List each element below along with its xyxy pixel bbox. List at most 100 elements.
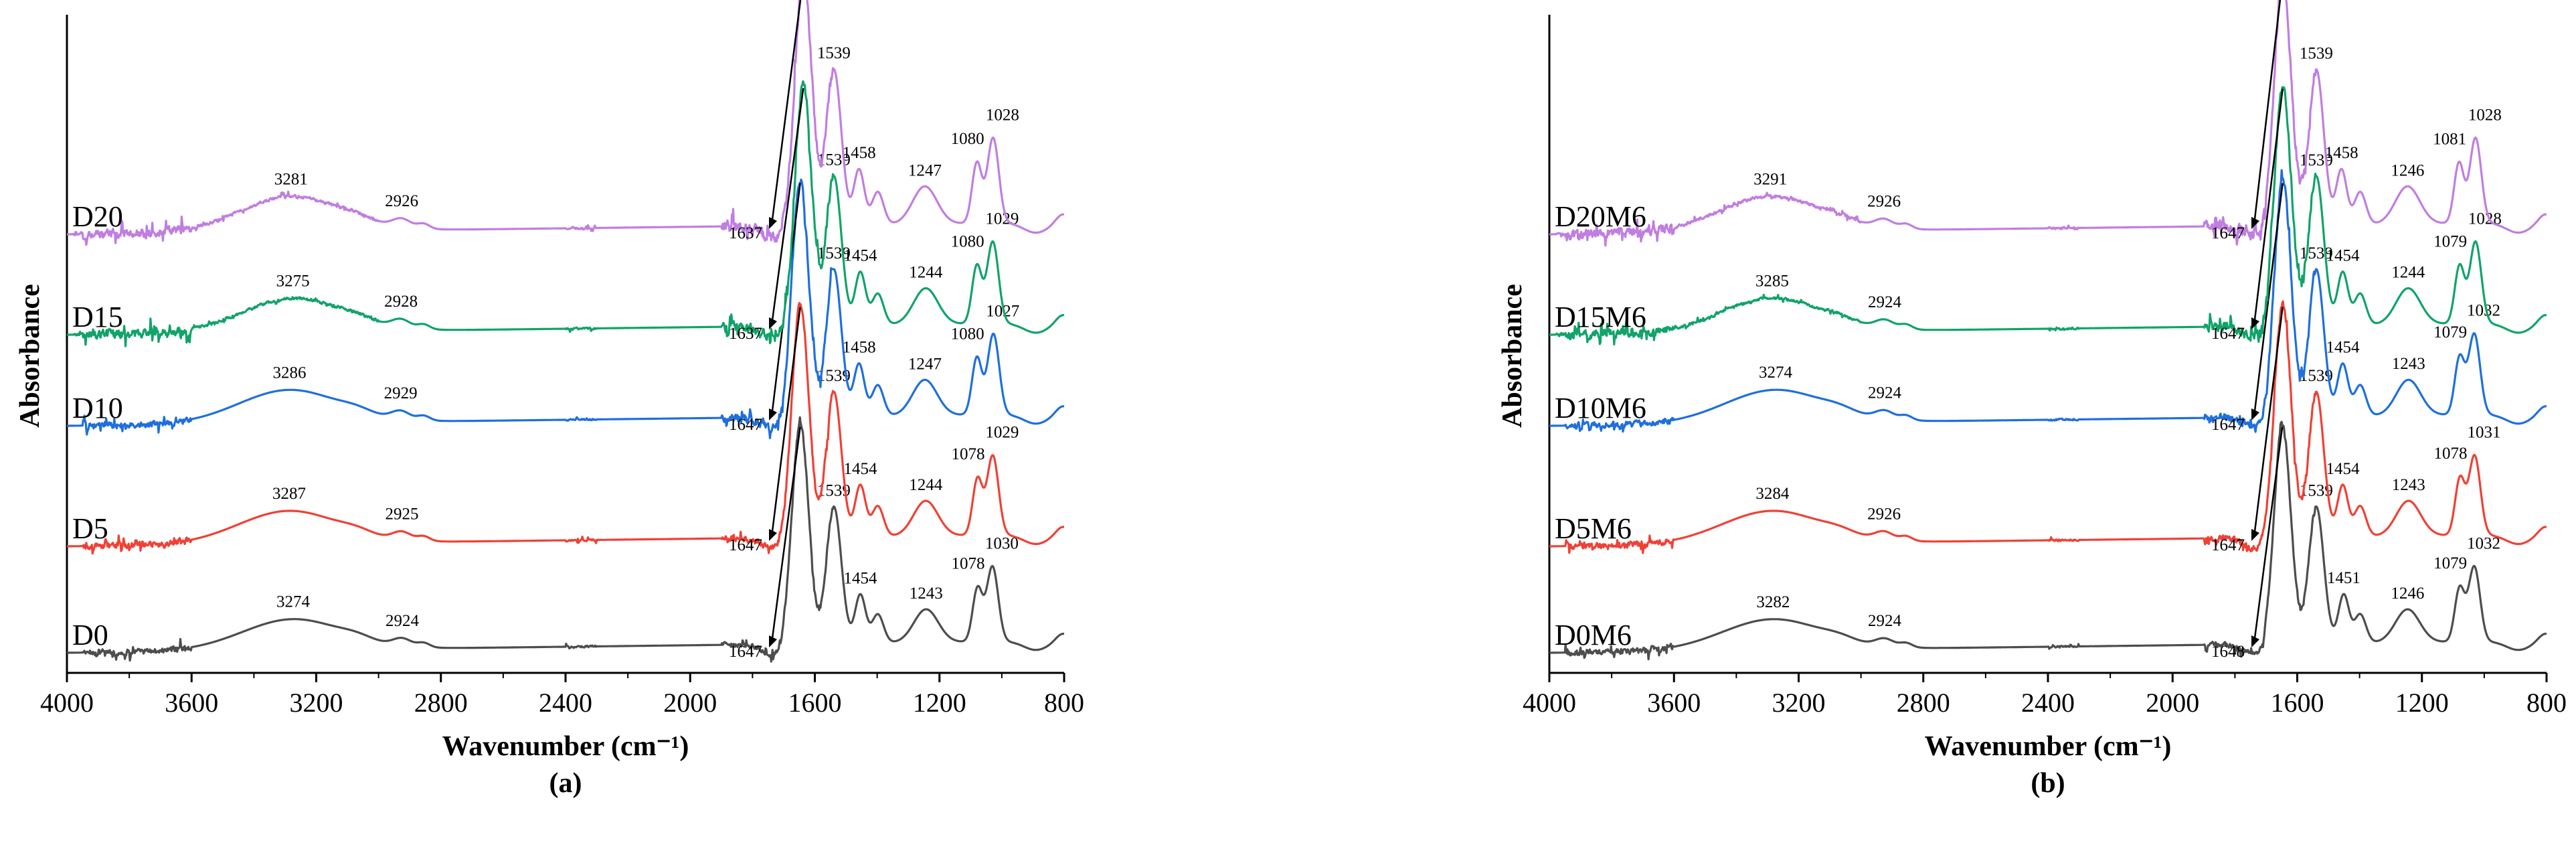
peak-label: 1637 <box>729 224 762 242</box>
peak-arrow <box>2253 307 2284 538</box>
sample-label-D15M6: D15M6 <box>1555 301 1646 333</box>
peak-label: 1243 <box>2392 355 2425 373</box>
peak-label: 1080 <box>951 233 984 251</box>
peak-label: 3281 <box>274 170 308 188</box>
peak-arrowhead <box>769 408 777 420</box>
peak-label: 1078 <box>2434 445 2468 463</box>
x-tick-label: 3200 <box>1772 688 1826 718</box>
x-tick-label: 1200 <box>913 688 966 718</box>
peak-arrow <box>770 0 802 226</box>
peak-arrowhead <box>769 217 777 229</box>
x-tick-label: 2400 <box>539 688 592 718</box>
y-axis-title: Absorbance <box>1497 284 1528 428</box>
peak-label: 3282 <box>1756 593 1790 611</box>
sample-label-D20: D20 <box>72 200 123 233</box>
x-tick-label: 800 <box>1044 688 1084 718</box>
x-tick-label: 4000 <box>40 688 94 718</box>
spectrum-line-D10 <box>66 178 1065 439</box>
peak-label: 1539 <box>817 44 851 62</box>
x-tick-label: 1200 <box>2395 688 2449 718</box>
peak-label: 1031 <box>2467 423 2500 441</box>
peak-label: 1029 <box>985 424 1019 442</box>
x-tick-label: 3200 <box>290 688 343 718</box>
peak-label: 1647 <box>729 416 762 434</box>
peak-label: 2924 <box>1868 612 1902 630</box>
peak-label: 1451 <box>2327 569 2360 587</box>
sample-label-D5: D5 <box>72 512 108 545</box>
x-tick-label: 1600 <box>788 688 842 718</box>
peak-arrowhead <box>2251 529 2259 541</box>
peak-label: 3285 <box>1755 272 1789 291</box>
peak-label: 3274 <box>1759 364 1793 382</box>
x-tick-label: 3600 <box>1647 688 1701 718</box>
peak-label: 1454 <box>2326 247 2360 265</box>
peak-label: 1032 <box>2467 302 2500 320</box>
spectrum-line-D5 <box>66 302 1065 555</box>
peak-label: 2924 <box>385 612 420 630</box>
sample-label-D0: D0 <box>72 619 108 651</box>
peak-label: 1079 <box>2433 233 2467 251</box>
x-tick-label: 2400 <box>2021 688 2075 718</box>
peak-label: 1243 <box>2392 476 2425 494</box>
peak-label: 1078 <box>952 445 985 463</box>
peak-label: 1079 <box>2433 323 2467 341</box>
peak-label: 1244 <box>2391 263 2425 281</box>
peak-label: 3284 <box>1755 485 1790 503</box>
peak-label: 1539 <box>2300 45 2333 63</box>
peak-label: 3274 <box>276 593 311 611</box>
sample-label-D15: D15 <box>72 301 123 333</box>
peak-label: 1247 <box>908 161 942 179</box>
x-tick-label: 3600 <box>165 688 218 718</box>
spectrum-line-D20M6 <box>1549 0 2547 247</box>
x-tick-label: 2000 <box>2146 688 2199 718</box>
peak-label: 2924 <box>1868 293 1902 311</box>
x-tick-label: 4000 <box>1523 688 1576 718</box>
panel-b: 4000 3600 3200 2800 2400 2000 1600 1200 800 Waven… <box>1497 0 2567 799</box>
peak-label: 1244 <box>909 476 943 494</box>
peak-label: 1454 <box>2326 460 2360 478</box>
sample-label-D0M6: D0M6 <box>1555 619 1632 651</box>
x-tick-label: 2800 <box>1897 688 1950 718</box>
peak-label: 1244 <box>909 263 943 281</box>
peak-label: 1454 <box>843 247 877 265</box>
spectrum-line-D0 <box>66 416 1065 663</box>
peak-arrowhead <box>769 317 777 329</box>
sample-label-D20M6: D20M6 <box>1555 200 1646 233</box>
peak-arrowhead <box>769 635 777 647</box>
peak-label: 2925 <box>385 505 419 524</box>
peak-label: 1454 <box>843 569 877 587</box>
peak-label: 1028 <box>2468 106 2502 125</box>
peak-label: 2929 <box>384 384 418 402</box>
peak-arrowhead <box>2251 408 2259 420</box>
sample-label-D10M6: D10M6 <box>1555 392 1646 424</box>
x-tick-label: 2000 <box>663 688 717 718</box>
y-axis-title: Absorbance <box>15 284 46 428</box>
peak-label: 1081 <box>2433 131 2466 149</box>
x-tick-label: 2800 <box>414 688 468 718</box>
spectrum-line-D5M6 <box>1549 300 2547 554</box>
peak-label: 2924 <box>1868 384 1902 402</box>
peak-label: 1246 <box>2391 584 2424 603</box>
peak-arrow <box>2253 0 2282 226</box>
peak-arrow <box>770 426 801 644</box>
peak-label: 3287 <box>272 485 306 503</box>
peak-label: 3275 <box>276 272 310 291</box>
panel-label: (a) <box>549 768 582 799</box>
peak-label: 1458 <box>843 144 876 162</box>
peak-arrowhead <box>2251 317 2259 329</box>
peak-label: 1648 <box>2211 643 2245 661</box>
peak-label: 1647 <box>2211 536 2245 554</box>
spectrum-line-D15M6 <box>1549 86 2547 345</box>
peak-label: 1647 <box>729 643 762 661</box>
peak-label: 1647 <box>2211 224 2245 242</box>
peak-arrowhead <box>769 529 777 541</box>
